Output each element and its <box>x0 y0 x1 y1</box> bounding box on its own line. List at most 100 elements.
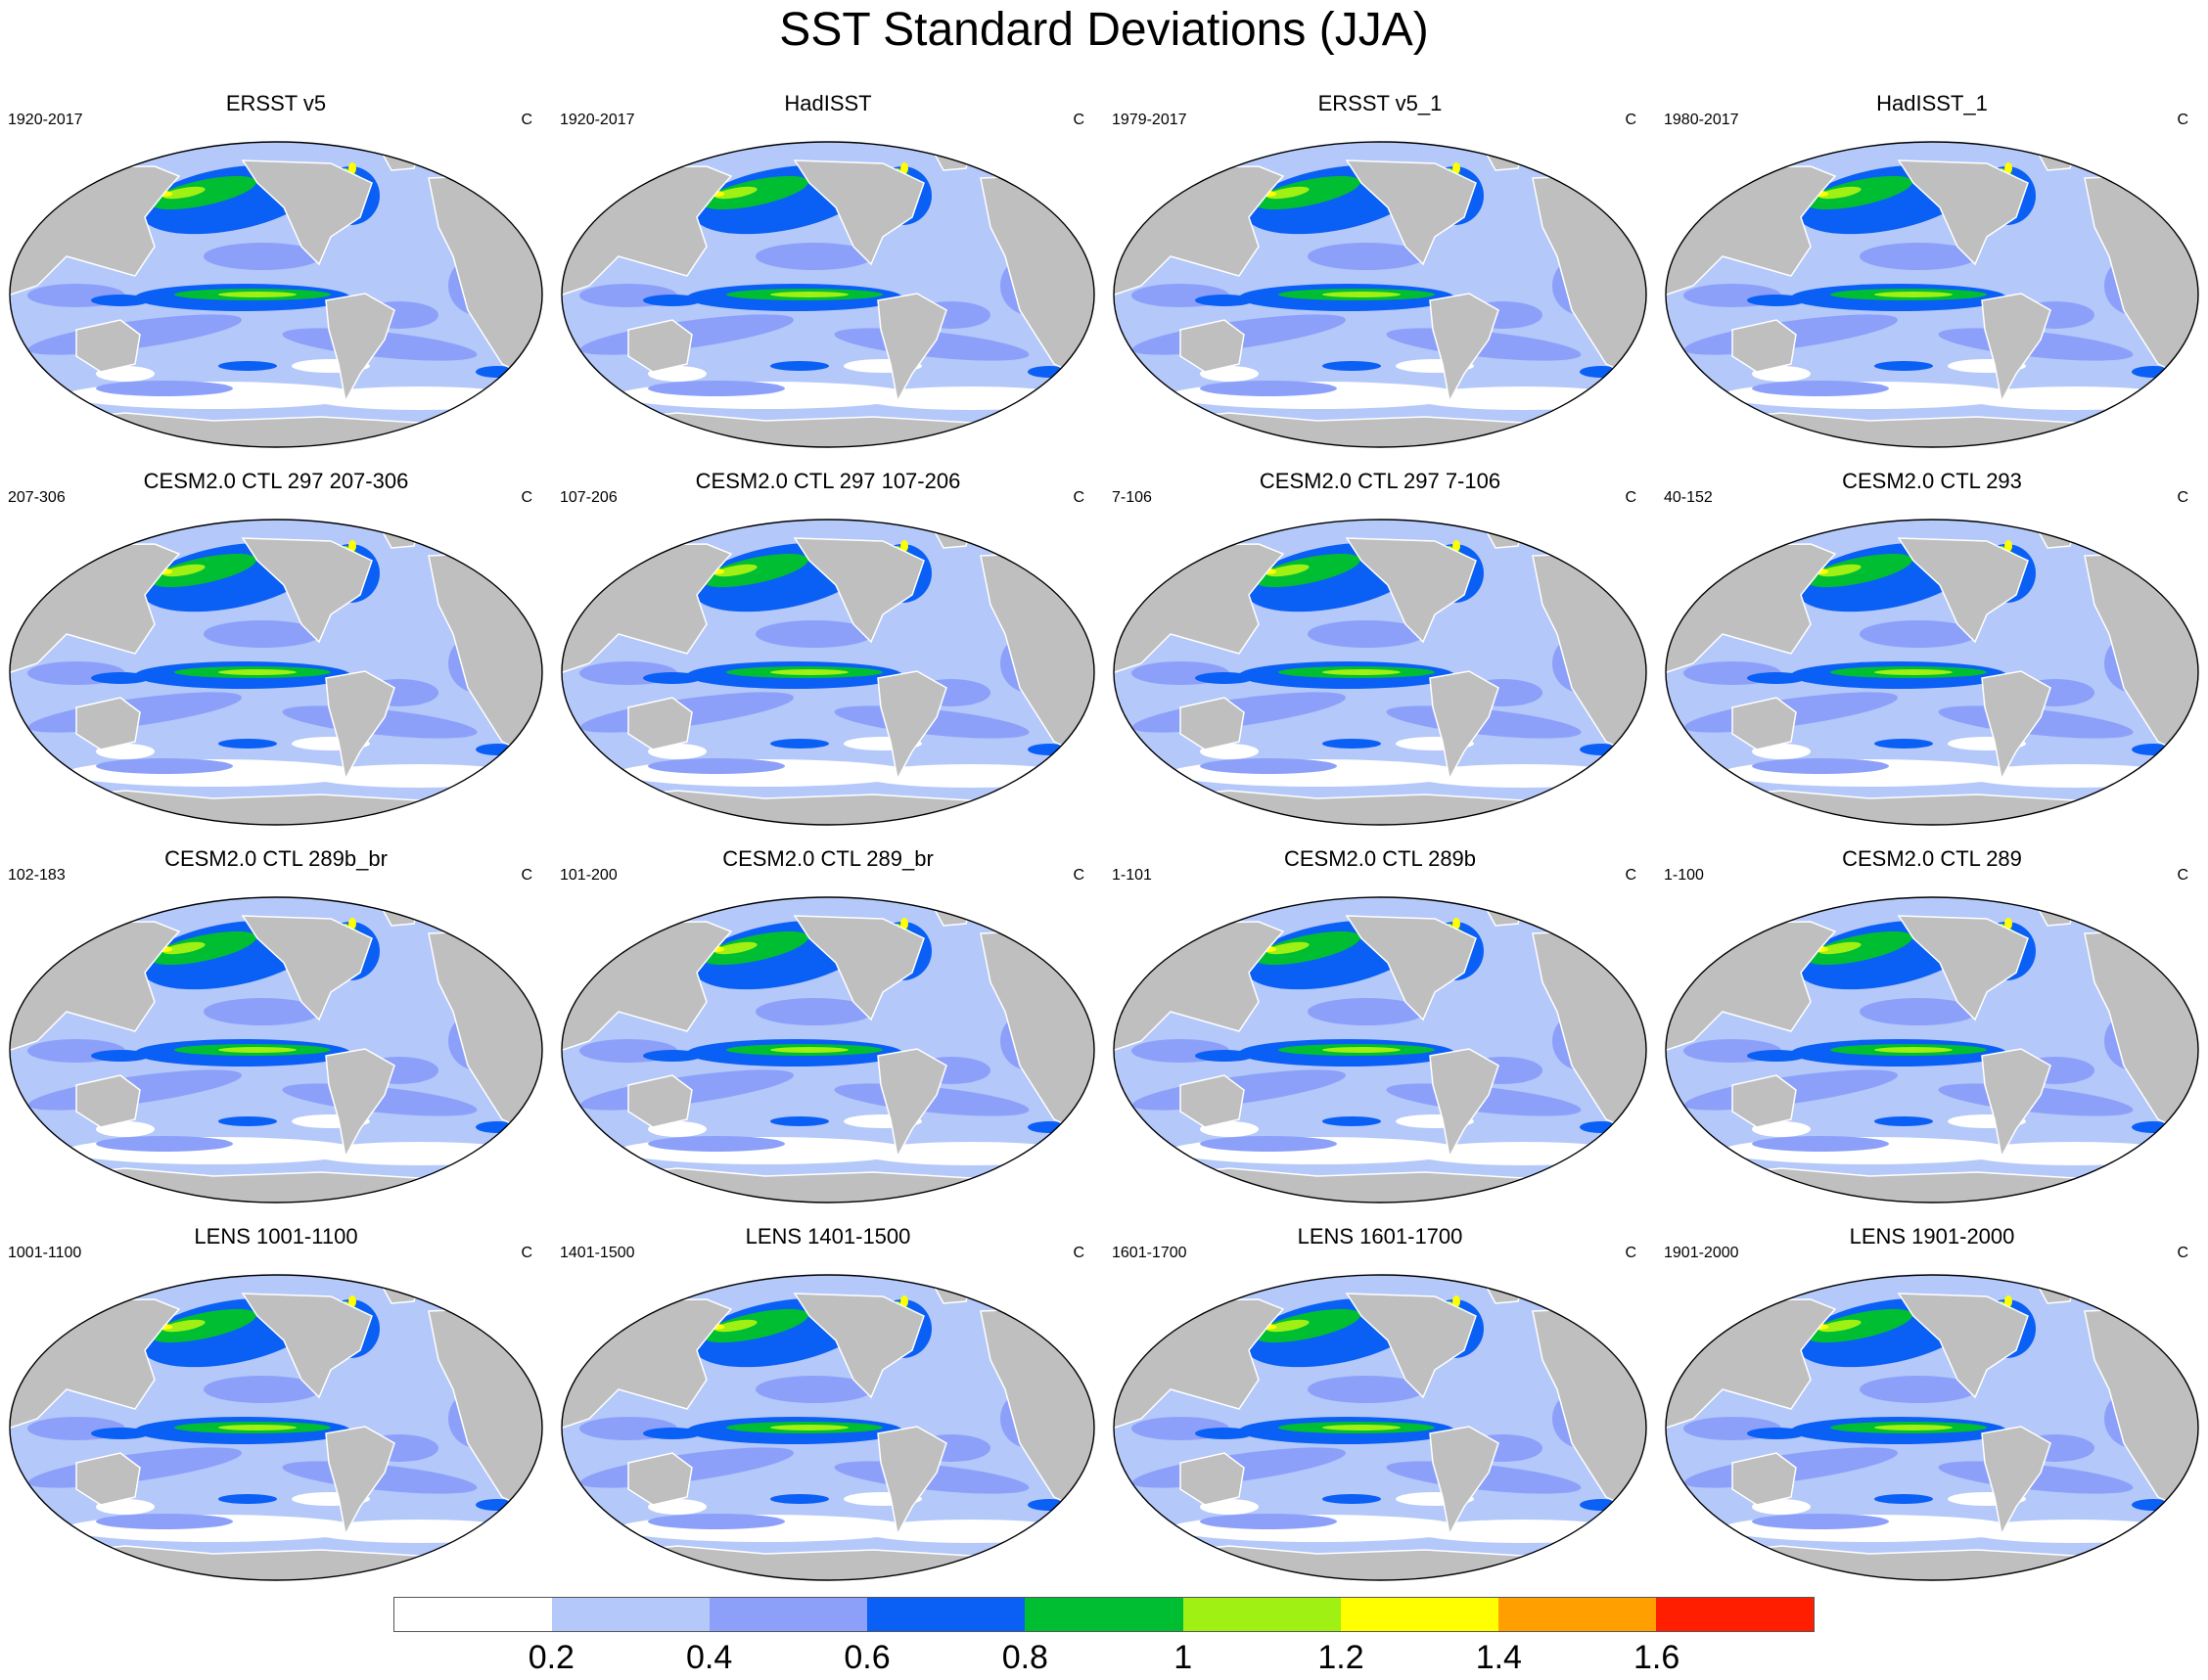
panel-years: 7-106 <box>1112 489 1152 506</box>
land-mass <box>10 412 542 447</box>
sd-0.6-0.8-area <box>1195 672 1254 684</box>
colorbar-swatch <box>1182 1598 1341 1631</box>
sst-map <box>1113 519 1647 826</box>
sd-1.2-1.4-area <box>2004 918 2012 930</box>
sd-0.4-0.6-area <box>648 381 785 396</box>
panel-units: C <box>521 489 532 506</box>
colorbar-tick-label: 1.4 <box>1475 1639 1522 1676</box>
land-mass <box>1429 1426 1499 1537</box>
land-mass <box>1897 915 2029 1022</box>
land-mass <box>241 159 373 266</box>
land-mass <box>325 670 395 782</box>
sd-1.2-1.4-area <box>348 1295 356 1307</box>
land-mass <box>1179 319 1245 373</box>
land-mass <box>1897 1293 2029 1399</box>
land-mass <box>1179 1074 1245 1128</box>
sd-0.6-0.8-area <box>1747 1428 1806 1439</box>
sd-0.6-0.8-area <box>1747 672 1806 684</box>
sd-0.4-0.6-area <box>1860 243 1977 270</box>
sd-1.2-1.4-area <box>1452 918 1460 930</box>
map-panel: CESM2.0 CTL 297 7-106 7-106 C <box>1104 468 1656 840</box>
sd-1-1.2-area <box>770 1425 849 1430</box>
land-mass <box>627 319 693 373</box>
sst-map <box>9 141 543 448</box>
sd-0.6-0.8-area <box>91 295 150 306</box>
land-mass <box>562 412 1094 447</box>
land-mass <box>627 697 693 750</box>
sd-1-1.2-area <box>1818 941 1862 955</box>
sd-1.2-1.4-area <box>1210 1289 1225 1294</box>
sd-1-1.2-area <box>1874 1425 1953 1430</box>
sd-0.6-0.8-area <box>476 1499 519 1511</box>
map-border <box>1665 896 2199 1203</box>
map-border <box>1665 141 2199 448</box>
sst-map <box>561 141 1095 448</box>
sd-1.2-1.4-area <box>348 540 356 552</box>
land-mass <box>793 915 925 1022</box>
land-mass <box>1981 670 2051 782</box>
land-mass <box>1345 537 1477 644</box>
land-mass <box>1114 1545 1646 1580</box>
sd-0.8-1-area <box>1255 175 1360 210</box>
sd-1.2-1.4-area <box>1452 162 1460 174</box>
sd-1-1.2-area <box>1322 292 1401 297</box>
sd-1.2-1.4-area <box>106 156 121 161</box>
sd-0.4-0.6-area <box>1752 1514 1889 1529</box>
sd-0.6-0.8-area <box>1580 366 1623 378</box>
sd-0.4-0.6-area <box>1308 620 1425 648</box>
sd-0.4-0.6-area <box>1308 243 1425 270</box>
sd-1.2-1.4-area <box>1762 156 1777 161</box>
sd-0.8-1-area <box>1255 1308 1360 1343</box>
panel-years: 1601-1700 <box>1112 1245 1187 1261</box>
land-mass <box>1179 697 1245 750</box>
sd-0.4-0.6-area <box>204 1376 321 1403</box>
sd-1.2-1.4-area <box>106 911 121 917</box>
panel-years: 1-100 <box>1664 867 1704 884</box>
sd-0.8-1-area <box>1255 553 1360 588</box>
map-border <box>561 896 1095 1203</box>
sd-1-1.2-area <box>1874 292 1953 297</box>
map-field <box>10 1275 542 1580</box>
sd-0.8-1-area <box>151 1308 256 1343</box>
sd-0.6-0.8-area <box>1028 366 1071 378</box>
sd-0.4-0.6-area <box>648 1136 785 1152</box>
sd-0.4-0.6-area <box>1752 381 1889 396</box>
land-mass <box>1897 537 2029 644</box>
map-border <box>1113 896 1647 1203</box>
sd-0.4-0.6-area <box>648 1514 785 1529</box>
sd-0.8-1-area <box>1807 931 1912 966</box>
sd-0.6-0.8-area <box>1028 1499 1071 1511</box>
sd-1-1.2-area <box>714 941 758 955</box>
colorbar-swatch <box>552 1598 711 1631</box>
panel-years: 1901-2000 <box>1664 1245 1739 1261</box>
land-mass <box>793 537 925 644</box>
sd-1-1.2-area <box>218 1047 297 1053</box>
map-panel: CESM2.0 CTL 297 107-206 107-206 C <box>552 468 1104 840</box>
land-mass <box>1345 159 1477 266</box>
sd-1.2-1.4-area <box>900 540 908 552</box>
sd-0.6-0.8-area <box>2132 1121 2175 1133</box>
panel-years: 1-101 <box>1112 867 1152 884</box>
colorbar-labels: 0.2 0.4 0.6 0.8 1 1.2 1.4 1.6 <box>393 1638 1815 1677</box>
sd-0.6-0.8-area <box>1028 1121 1071 1133</box>
sd-0.4-0.6-area <box>96 758 233 774</box>
land-mass <box>562 790 1094 825</box>
sd-0.6-0.8-area <box>1874 1494 1933 1504</box>
sst-map <box>1665 519 2199 826</box>
sd-0.6-0.8-area <box>770 739 829 749</box>
map-border <box>9 519 543 826</box>
land-mass <box>1114 412 1646 447</box>
sd-1.2-1.4-area <box>1452 1295 1460 1307</box>
sd-0.6-0.8-area <box>1322 361 1381 371</box>
colorbar-swatch <box>1497 1598 1656 1631</box>
land-mass <box>1981 293 2051 404</box>
sd-0.4-0.6-area <box>96 1514 233 1529</box>
map-border <box>1113 1274 1647 1581</box>
sd-0.6-0.8-area <box>1195 1428 1254 1439</box>
map-border <box>561 519 1095 826</box>
land-mass <box>793 159 925 266</box>
sst-map <box>1665 141 2199 448</box>
map-panel: ERSST v5_1 1979-2017 C <box>1104 90 1656 462</box>
land-mass <box>1731 1074 1797 1128</box>
sd-1-1.2-area <box>1322 1047 1401 1053</box>
